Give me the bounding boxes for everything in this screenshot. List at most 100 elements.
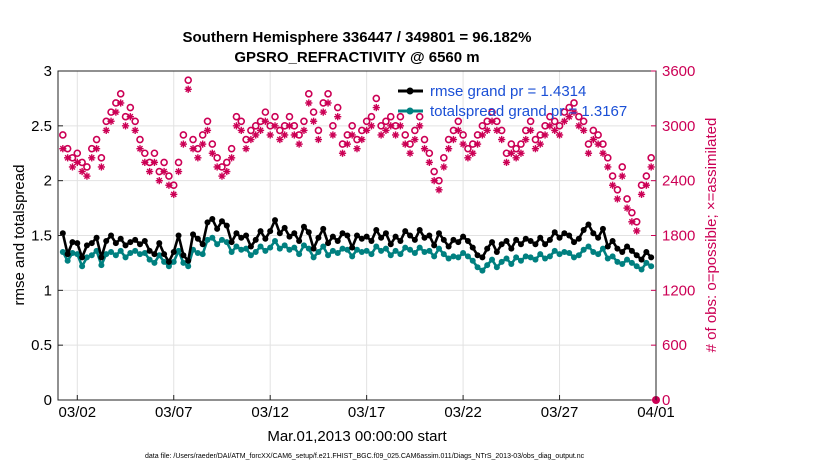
totalspread-point <box>117 247 124 254</box>
obs-possible-point <box>560 108 569 116</box>
obs-assimilated-point <box>425 158 433 166</box>
rmse-point <box>262 235 269 242</box>
rmse-line <box>61 217 653 264</box>
rmse-point <box>455 239 462 246</box>
y-tick-label-left: 0 <box>44 392 52 409</box>
totalspread-point <box>373 243 380 250</box>
totalspread-point <box>247 252 254 259</box>
y-tick-label-left: 3 <box>44 63 52 80</box>
obs-assimilated-point <box>391 131 400 139</box>
obs-assimilated-point <box>522 135 530 144</box>
totalspread-point <box>551 247 558 254</box>
rmse-point <box>373 227 380 234</box>
totalspread-point <box>479 267 486 274</box>
obs-assimilated-point <box>256 126 265 135</box>
totalspread-point <box>344 246 351 253</box>
rmse-point <box>88 240 95 247</box>
obs-assimilated-point <box>416 122 424 130</box>
obs-assimilated-point <box>68 163 77 171</box>
totalspread-point <box>609 253 616 260</box>
obs-possible-point <box>165 172 173 180</box>
rmse-point <box>484 245 491 252</box>
totalspread-point <box>604 255 611 262</box>
rmse-point <box>537 234 544 241</box>
y-tick-label-right: 600 <box>662 337 687 354</box>
totalspread-point <box>223 239 230 246</box>
obs-assimilated-point <box>507 149 515 157</box>
obs-possible-point <box>613 186 622 194</box>
rmse-point <box>493 248 500 255</box>
totalspread-point <box>566 250 573 257</box>
obs-assimilated-point <box>637 190 646 198</box>
totalspread-point <box>151 259 158 266</box>
axes-layer: 0 0.5 1 1.5 2 2.5 3 0 600 1200 1800 2400 3000 3600 03/… <box>31 63 695 421</box>
totalspread-point <box>165 263 172 270</box>
rmse-point <box>527 237 534 244</box>
rmse-point <box>74 240 81 247</box>
obs-assimilated-point <box>363 126 371 135</box>
obs-possible-point <box>396 112 405 121</box>
obs-assimilated-point <box>78 167 86 176</box>
totalspread-point <box>633 263 640 270</box>
rmse-point <box>378 234 385 241</box>
obs-possible-point <box>647 154 655 162</box>
rmse-point <box>474 252 481 259</box>
rmse-point <box>556 234 563 241</box>
obs-assimilated-point <box>541 131 549 139</box>
totalspread-point <box>103 251 110 258</box>
totalspread-point <box>228 248 235 255</box>
rmse-point <box>392 233 399 240</box>
obs-assimilated-point <box>367 122 376 130</box>
chart-title-line1: Southern Hemisphere 336447 / 349801 = 96… <box>183 29 532 46</box>
obs-assimilated-point <box>232 122 241 130</box>
rmse-point <box>194 235 201 242</box>
obs-assimilated-point <box>420 145 429 153</box>
rmse-point <box>218 218 225 225</box>
obs-possible-point <box>73 149 82 158</box>
obs-assimilated-point <box>459 140 467 148</box>
x-tick-label: 03/02 <box>59 404 97 421</box>
totalspread-point <box>185 263 192 270</box>
rmse-point <box>165 258 172 265</box>
obs-assimilated-point <box>633 227 641 235</box>
totalspread-point <box>638 266 645 273</box>
obs-assimilated-point <box>483 126 491 135</box>
obs-possible-point <box>367 112 376 121</box>
totalspread-point <box>431 253 438 260</box>
x-tick-label: 04/01 <box>637 404 675 421</box>
obs-assimilated-point <box>502 158 511 166</box>
totalspread-point <box>382 245 389 252</box>
obs-assimilated-point <box>112 108 120 116</box>
obs-assimilated-point <box>358 135 366 144</box>
totalspread-point <box>194 250 201 257</box>
totalspread-point <box>508 261 515 268</box>
obs-assimilated-point <box>527 126 535 135</box>
rmse-point <box>204 219 211 226</box>
rmse-point <box>344 232 351 239</box>
totalspread-point <box>416 244 423 251</box>
obs-possible-point <box>63 144 72 153</box>
rmse-point <box>64 251 71 258</box>
totalspread-point <box>108 248 115 255</box>
rmse-point <box>450 236 457 243</box>
rmse-point <box>619 248 626 255</box>
obs-possible-point <box>575 112 583 121</box>
totalspread-point <box>209 234 216 241</box>
totalspread-point <box>218 236 225 243</box>
obs-assimilated-point <box>642 181 650 189</box>
obs-possible-point <box>507 140 516 148</box>
rmse-point <box>590 230 597 237</box>
rmse-point <box>354 232 360 239</box>
totalspread-point <box>440 251 447 258</box>
totalspread-point <box>296 251 303 258</box>
rmse-point <box>233 230 240 237</box>
obs-assimilated-point <box>498 135 506 144</box>
obs-assimilated-point <box>546 122 554 130</box>
rmse-point <box>426 232 433 239</box>
totalspread-point <box>291 244 298 251</box>
rmse-point <box>387 241 394 248</box>
obs-possible-point <box>415 112 424 121</box>
legend-rmse-label: rmse grand pr = 1.4314 <box>430 83 586 100</box>
rmse-point <box>628 247 635 254</box>
obs-possible-point <box>546 112 554 121</box>
